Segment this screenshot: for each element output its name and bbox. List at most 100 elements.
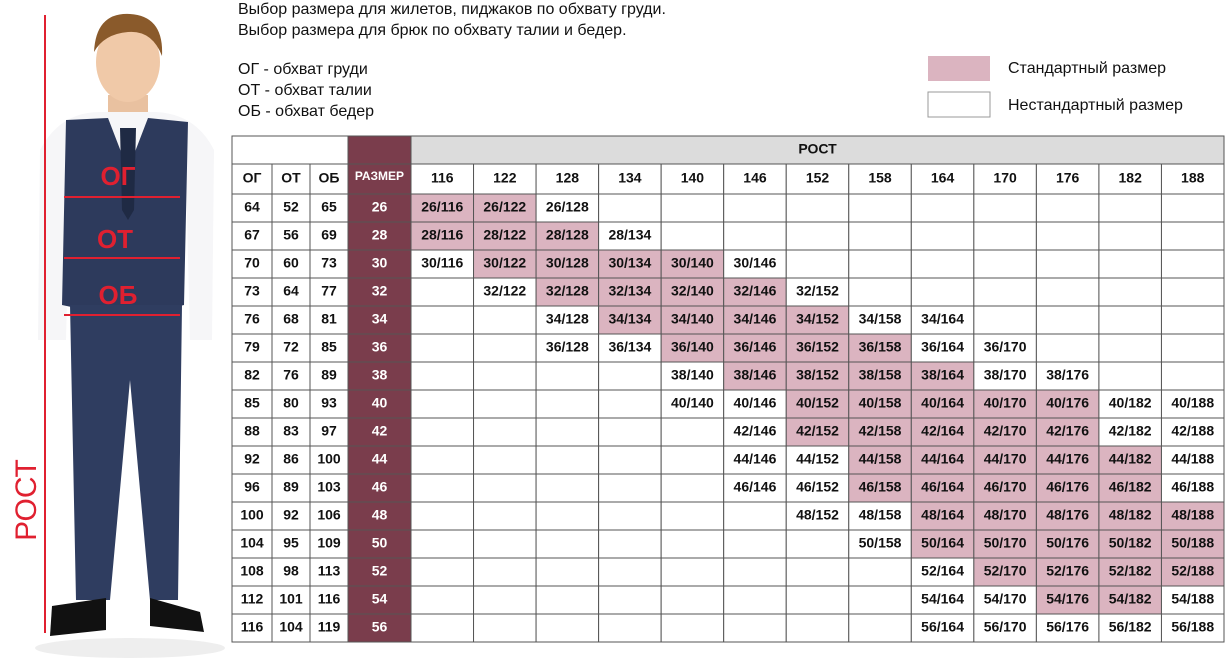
size-code: 40/152 [796, 395, 839, 411]
measure-value: 101 [279, 591, 303, 607]
table-cell [410, 473, 475, 503]
table-cell [723, 613, 787, 643]
size-code: 56/170 [984, 619, 1027, 635]
size-code: 32/134 [608, 283, 651, 299]
table-cell [473, 529, 537, 559]
size-code: 40/140 [671, 395, 714, 411]
table-cell [231, 333, 273, 363]
header-cell [347, 163, 412, 195]
table-cell [910, 277, 975, 307]
measure-value: 52 [283, 199, 299, 215]
measure-value: 92 [244, 451, 260, 467]
measure-value: 67 [244, 227, 260, 243]
table-cell [598, 445, 662, 475]
size-code: 30/140 [671, 255, 714, 271]
size-value: 34 [372, 311, 388, 327]
measure-value: 93 [321, 395, 337, 411]
table-cell [1035, 277, 1100, 307]
table-cell [660, 473, 725, 503]
table-cell [785, 249, 850, 279]
measure-value: 73 [321, 255, 337, 271]
size-code: 48/170 [984, 507, 1027, 523]
size-code: 56/164 [921, 619, 964, 635]
measure-value: 73 [244, 283, 260, 299]
table-cell [473, 585, 537, 615]
legend-swatch [927, 91, 991, 118]
table-cell [231, 557, 273, 587]
size-code: 44/164 [921, 451, 964, 467]
size-code: 36/134 [608, 339, 651, 355]
table-cell [1160, 501, 1225, 531]
size-code: 40/170 [984, 395, 1027, 411]
table-cell [1098, 445, 1162, 475]
size-value: 54 [372, 591, 388, 607]
table-cell [598, 389, 662, 419]
table-cell [660, 585, 725, 615]
measure-value: 116 [318, 591, 341, 607]
table-cell [271, 193, 311, 223]
measure-value: 77 [321, 283, 337, 299]
table-cell [785, 585, 850, 615]
table-cell [660, 193, 725, 223]
size-code: 42/146 [734, 423, 777, 439]
table-cell [231, 389, 273, 419]
table-cell [973, 361, 1037, 391]
table-cell [535, 473, 600, 503]
table-cell [473, 473, 537, 503]
size-code: 54/164 [921, 591, 964, 607]
size-code: 40/176 [1046, 395, 1089, 411]
table-cell [598, 333, 662, 363]
table-cell [660, 445, 725, 475]
table-cell [535, 585, 600, 615]
table-cell [973, 249, 1037, 279]
size-code: 48/182 [1109, 507, 1152, 523]
size-code: 54/170 [984, 591, 1027, 607]
size-code: 34/146 [734, 311, 777, 327]
table-cell [535, 445, 600, 475]
table-cell [1035, 305, 1100, 335]
table-cell [1160, 557, 1225, 587]
table-cell [347, 501, 412, 531]
size-code: 38/158 [859, 367, 902, 383]
table-cell [1160, 473, 1225, 503]
table-cell [1098, 305, 1162, 335]
table-cell [660, 277, 725, 307]
table-cell [271, 557, 311, 587]
table-cell [1160, 529, 1225, 559]
table-cell [1098, 249, 1162, 279]
table-cell [1160, 585, 1225, 615]
table-cell [410, 557, 475, 587]
table-cell [723, 585, 787, 615]
abbreviation: ОБ - обхват бедер [238, 103, 374, 120]
measure-value: 72 [283, 339, 299, 355]
table-cell [660, 333, 725, 363]
table-cell [973, 417, 1037, 447]
height-value: 122 [493, 170, 517, 186]
measure-value: 85 [244, 395, 260, 411]
table-cell [848, 305, 912, 335]
table-cell [848, 473, 912, 503]
size-code: 50/188 [1171, 535, 1214, 551]
table-cell [598, 613, 662, 643]
table-cell [347, 277, 412, 307]
table-cell [1098, 361, 1162, 391]
table-cell [410, 389, 475, 419]
header-cell [271, 163, 311, 195]
measure-value: 95 [283, 535, 299, 551]
size-code: 56/188 [1171, 619, 1214, 635]
measure-value: 85 [321, 339, 337, 355]
table-cell [410, 585, 475, 615]
header-cell [1035, 163, 1100, 195]
table-cell [309, 305, 349, 335]
header-cell [1098, 163, 1162, 195]
abbreviation: ОГ - обхват груди [238, 61, 368, 78]
size-code: 46/170 [984, 479, 1027, 495]
size-code: 46/164 [921, 479, 964, 495]
table-cell [723, 277, 787, 307]
table-cell [271, 473, 311, 503]
size-code: 34/128 [546, 311, 589, 327]
table-cell [785, 613, 850, 643]
size-code: 32/128 [546, 283, 589, 299]
size-value: 40 [372, 395, 388, 411]
